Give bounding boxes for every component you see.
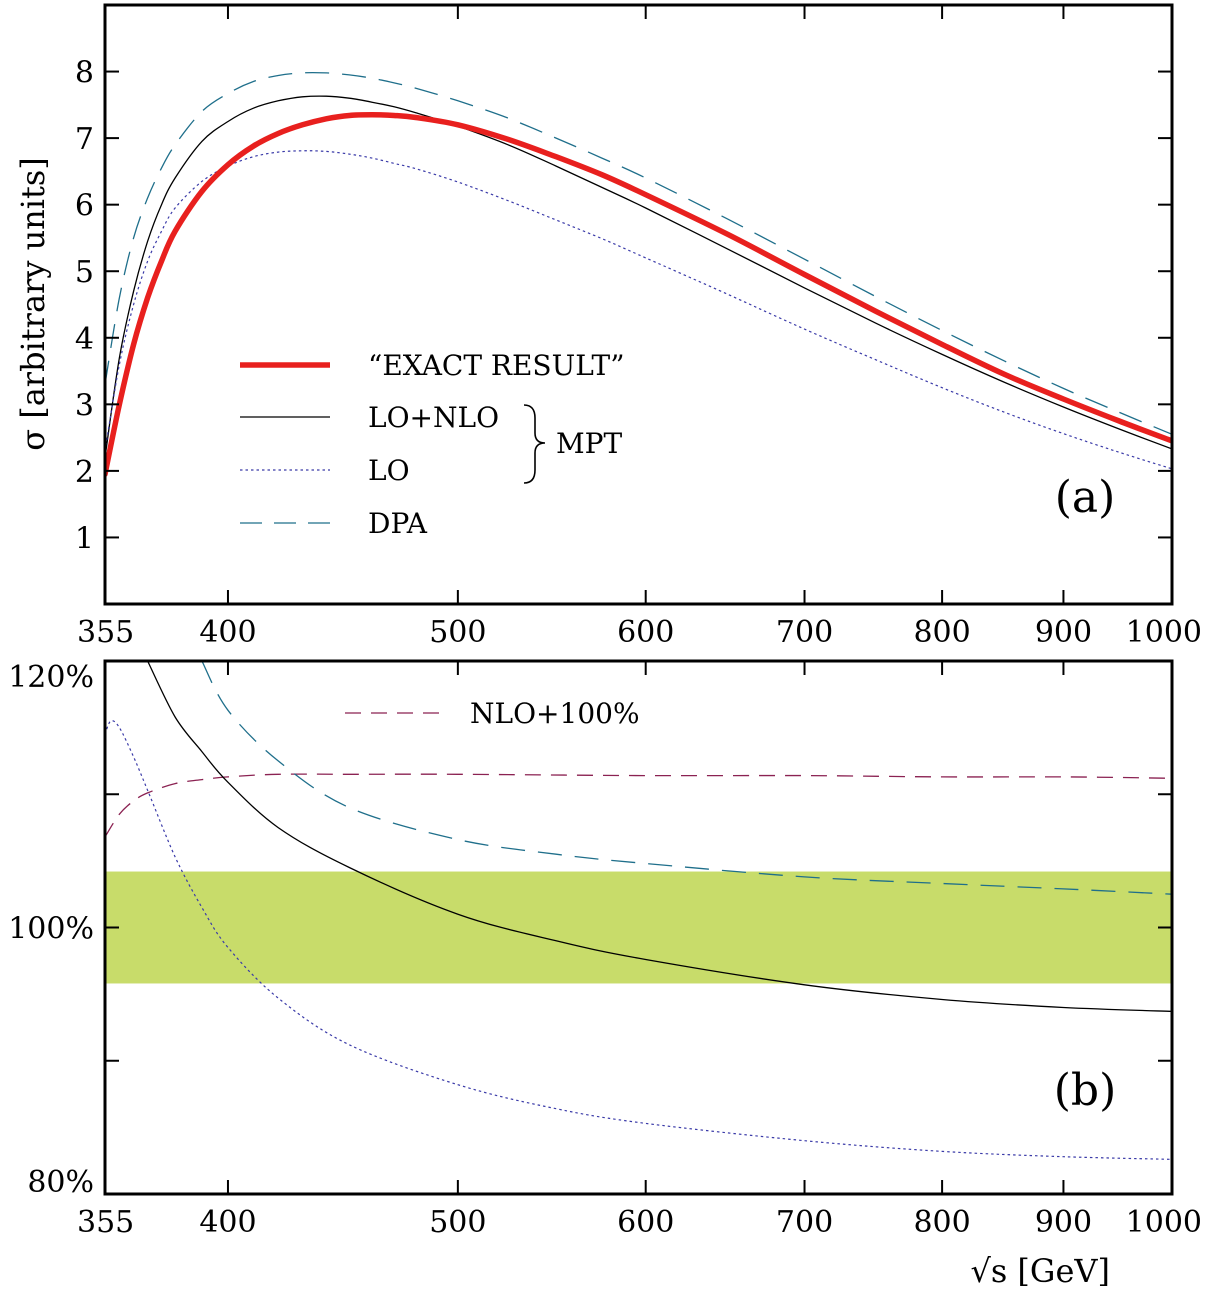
legend-label-exact: “EXACT RESULT” [368,349,625,382]
x-tick-label: 1000 [1126,615,1202,650]
x-tick-label: 800 [913,1205,970,1240]
y-tick-label: 3 [75,388,94,423]
panel-a-curves [105,71,1172,477]
y-tick-label: 80% [27,1165,94,1200]
panel-b-band [105,871,1172,984]
panel-b-x-axis-label: √s [GeV] [970,1252,1110,1290]
legend: “EXACT RESULT” LO+NLO LO DPA MPT [240,349,625,540]
panel-a-y-ticks: 1 2 3 4 5 6 7 8 [75,56,1172,556]
panel-b-curves [105,661,1172,1160]
panel-b-series-lo-nlo [147,661,1172,1013]
x-tick-label: 800 [913,615,970,650]
panel-b-label: (b) [1054,1065,1117,1116]
legend-group-brace [523,404,546,484]
x-tick-label: 700 [776,1205,833,1240]
y-tick-label: 8 [75,56,94,91]
panel-a-frame [103,3,1174,606]
panel-b-legend: NLO+100% [345,697,640,730]
y-tick-label: 4 [75,322,94,357]
panel-b-y-ticks: 80% 100% 120% [8,660,1172,1200]
x-tick-label: 900 [1035,1205,1092,1240]
legend-label-lo-nlo: LO+NLO [368,401,499,434]
y-tick-label: 100% [8,912,94,947]
x-tick-label: 355 [77,615,134,650]
panel-a-series-lo-nlo [105,95,1172,458]
x-tick-label: 600 [617,615,674,650]
panel-b-series-lo [105,720,1172,1160]
panel-a: 355 400 500 600 700 800 900 1000 1 2 3 4 5 6 7 8 σ [ar… [14,3,1202,650]
y-tick-label: 7 [75,122,94,157]
panel-a-series-lo [105,150,1172,470]
panel-a-x-ticks: 355 400 500 600 700 800 900 1000 [77,5,1202,650]
x-tick-label: 400 [199,1205,256,1240]
x-tick-label: 600 [617,1205,674,1240]
legend-label-nlo100: NLO+100% [470,697,640,730]
x-tick-label: 900 [1035,615,1092,650]
y-tick-label: 6 [75,189,94,224]
panel-b-series-nlo100 [105,773,1172,838]
y-tick-label: 2 [75,455,94,490]
panel-a-series-dpa [105,71,1172,435]
panel-b-series-dpa [201,661,1172,895]
legend-label-lo: LO [368,454,410,487]
x-tick-label: 1000 [1126,1205,1202,1240]
legend-group-label: MPT [556,427,623,460]
panel-b-x-ticks: 355 400 500 600 700 800 900 1000 [77,661,1202,1240]
panel-a-label: (a) [1055,472,1116,523]
y-tick-label: 120% [8,660,94,695]
panel-a-series-exact [105,112,1172,477]
x-tick-label: 355 [77,1205,134,1240]
x-tick-label: 500 [429,615,486,650]
y-tick-label: 1 [75,521,94,556]
legend-label-dpa: DPA [368,507,428,540]
panel-a-y-axis-label: σ [arbitrary units] [14,157,52,451]
x-tick-label: 500 [429,1205,486,1240]
x-tick-label: 400 [199,615,256,650]
x-tick-label: 700 [776,615,833,650]
panel-b: 355 400 500 600 700 800 900 1000 80% 100% 120% (b… [8,659,1202,1290]
y-tick-label: 5 [75,255,94,290]
